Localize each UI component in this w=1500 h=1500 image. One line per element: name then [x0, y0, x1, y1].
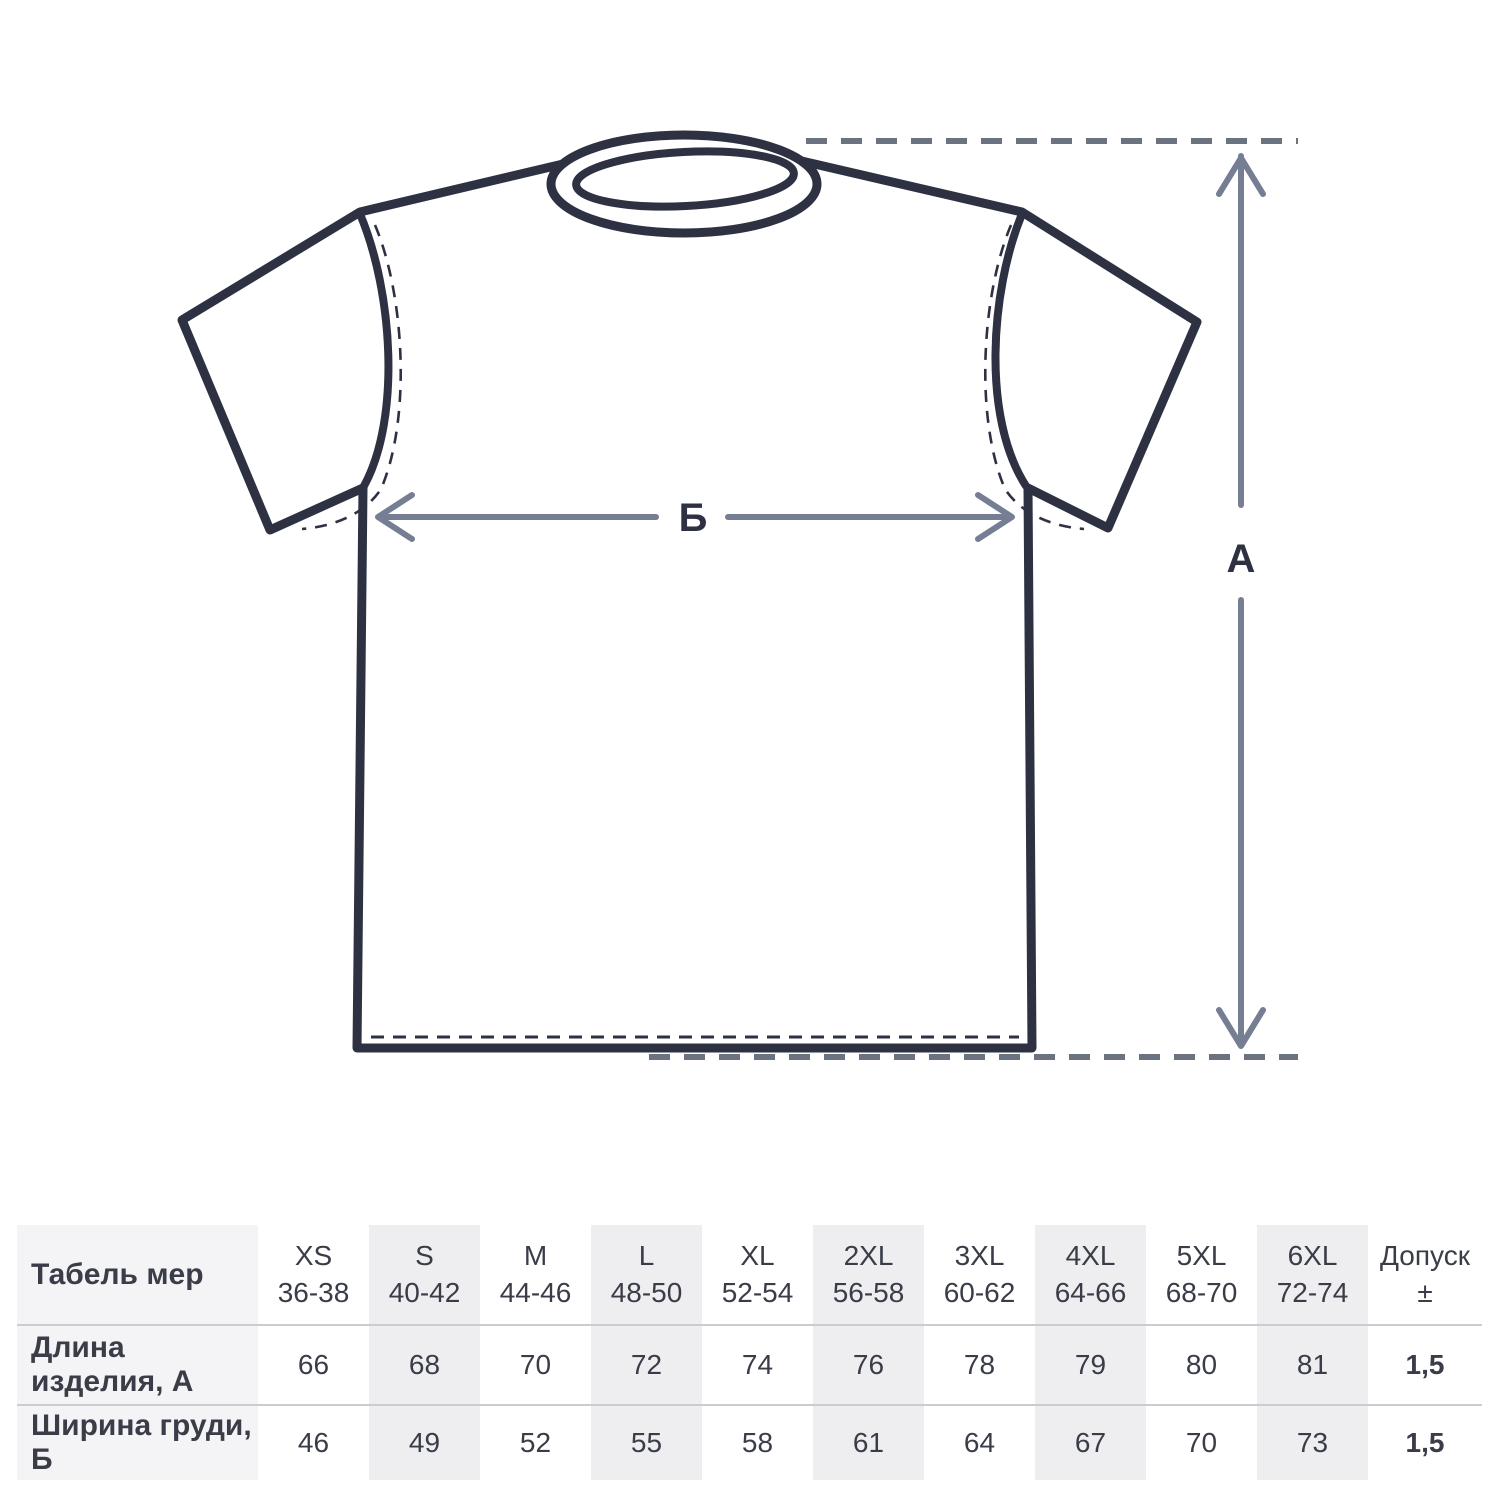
size-range: 60-62	[943, 1276, 1016, 1308]
size-name: 4XL	[1065, 1240, 1116, 1272]
left-armhole-seam	[356, 210, 393, 490]
size-range: 52-54	[721, 1276, 794, 1308]
size-col-header-5xl: 5XL 68-70	[1146, 1225, 1257, 1324]
tolerance-cell: 1,5	[1368, 1404, 1482, 1480]
left-armhole-stitch	[301, 224, 402, 531]
width-label: Б	[679, 496, 708, 540]
right-armhole-stitch	[984, 224, 1085, 531]
size-col-header-6xl: 6XL 72-74	[1257, 1225, 1368, 1324]
value-cell: 67	[1035, 1404, 1146, 1480]
size-range: 56-58	[832, 1276, 905, 1308]
row-label-chest: Ширина груди, Б	[17, 1404, 258, 1480]
size-name: 6XL	[1287, 1240, 1338, 1272]
collar-inner	[572, 147, 798, 211]
tolerance-cell: 1,5	[1368, 1324, 1482, 1404]
value-cell: 81	[1257, 1324, 1368, 1404]
size-range: 40-42	[388, 1276, 461, 1308]
value-cell: 46	[258, 1404, 369, 1480]
size-name: 3XL	[954, 1240, 1005, 1272]
size-range: 72-74	[1276, 1276, 1349, 1308]
value-cell: 49	[369, 1404, 480, 1480]
size-col-header-4xl: 4XL 64-66	[1035, 1225, 1146, 1324]
value-cell: 64	[924, 1404, 1035, 1480]
tshirt-diagram: Б А	[177, 130, 1298, 1060]
size-col-header-l: L 48-50	[591, 1225, 702, 1324]
size-col-header-xs: XS 36-38	[258, 1225, 369, 1324]
size-name: L	[638, 1240, 655, 1272]
value-cell: 58	[702, 1404, 813, 1480]
table-title: Табель мер	[17, 1225, 258, 1324]
value-cell: 74	[702, 1324, 813, 1404]
size-range: 68-70	[1165, 1276, 1238, 1308]
value-cell: 80	[1146, 1324, 1257, 1404]
size-col-header-2xl: 2XL 56-58	[813, 1225, 924, 1324]
row-label-length: Длина изделия, А	[17, 1324, 258, 1404]
size-col-header-s: S 40-42	[369, 1225, 480, 1324]
right-armhole-seam	[991, 210, 1030, 490]
size-col-header-3xl: 3XL 60-62	[924, 1225, 1035, 1324]
size-name: XS	[294, 1240, 333, 1272]
value-cell: 72	[591, 1324, 702, 1404]
value-cell: 68	[369, 1324, 480, 1404]
value-cell: 70	[1146, 1404, 1257, 1480]
value-cell: 70	[480, 1324, 591, 1404]
size-range: 36-38	[277, 1276, 350, 1308]
size-range: 48-50	[610, 1276, 683, 1308]
tolerance-header-sign: ±	[1417, 1276, 1433, 1308]
value-cell: 78	[924, 1324, 1035, 1404]
value-cell: 52	[480, 1404, 591, 1480]
tshirt-outline	[177, 151, 1202, 1053]
value-cell: 66	[258, 1324, 369, 1404]
tolerance-header-word: Допуск	[1380, 1240, 1470, 1272]
width-arrow	[375, 492, 1015, 542]
size-col-header-xl: XL 52-54	[702, 1225, 813, 1324]
value-cell: 55	[591, 1404, 702, 1480]
size-name: S	[415, 1240, 434, 1272]
size-range: 44-46	[499, 1276, 572, 1308]
size-name: 2XL	[843, 1240, 894, 1272]
length-label: А	[1227, 537, 1256, 581]
tolerance-header: Допуск ±	[1368, 1225, 1482, 1324]
size-name: M	[523, 1240, 548, 1272]
value-cell: 61	[813, 1404, 924, 1480]
size-table: Табель мер XS 36-38 S 40-42 M 44-46 L 48…	[17, 1225, 1482, 1480]
value-cell: 76	[813, 1324, 924, 1404]
length-arrow	[1216, 153, 1266, 1049]
size-range: 64-66	[1054, 1276, 1127, 1308]
size-name: XL	[740, 1240, 775, 1272]
size-col-header-m: M 44-46	[480, 1225, 591, 1324]
value-cell: 73	[1257, 1404, 1368, 1480]
value-cell: 79	[1035, 1324, 1146, 1404]
size-name: 5XL	[1176, 1240, 1227, 1272]
